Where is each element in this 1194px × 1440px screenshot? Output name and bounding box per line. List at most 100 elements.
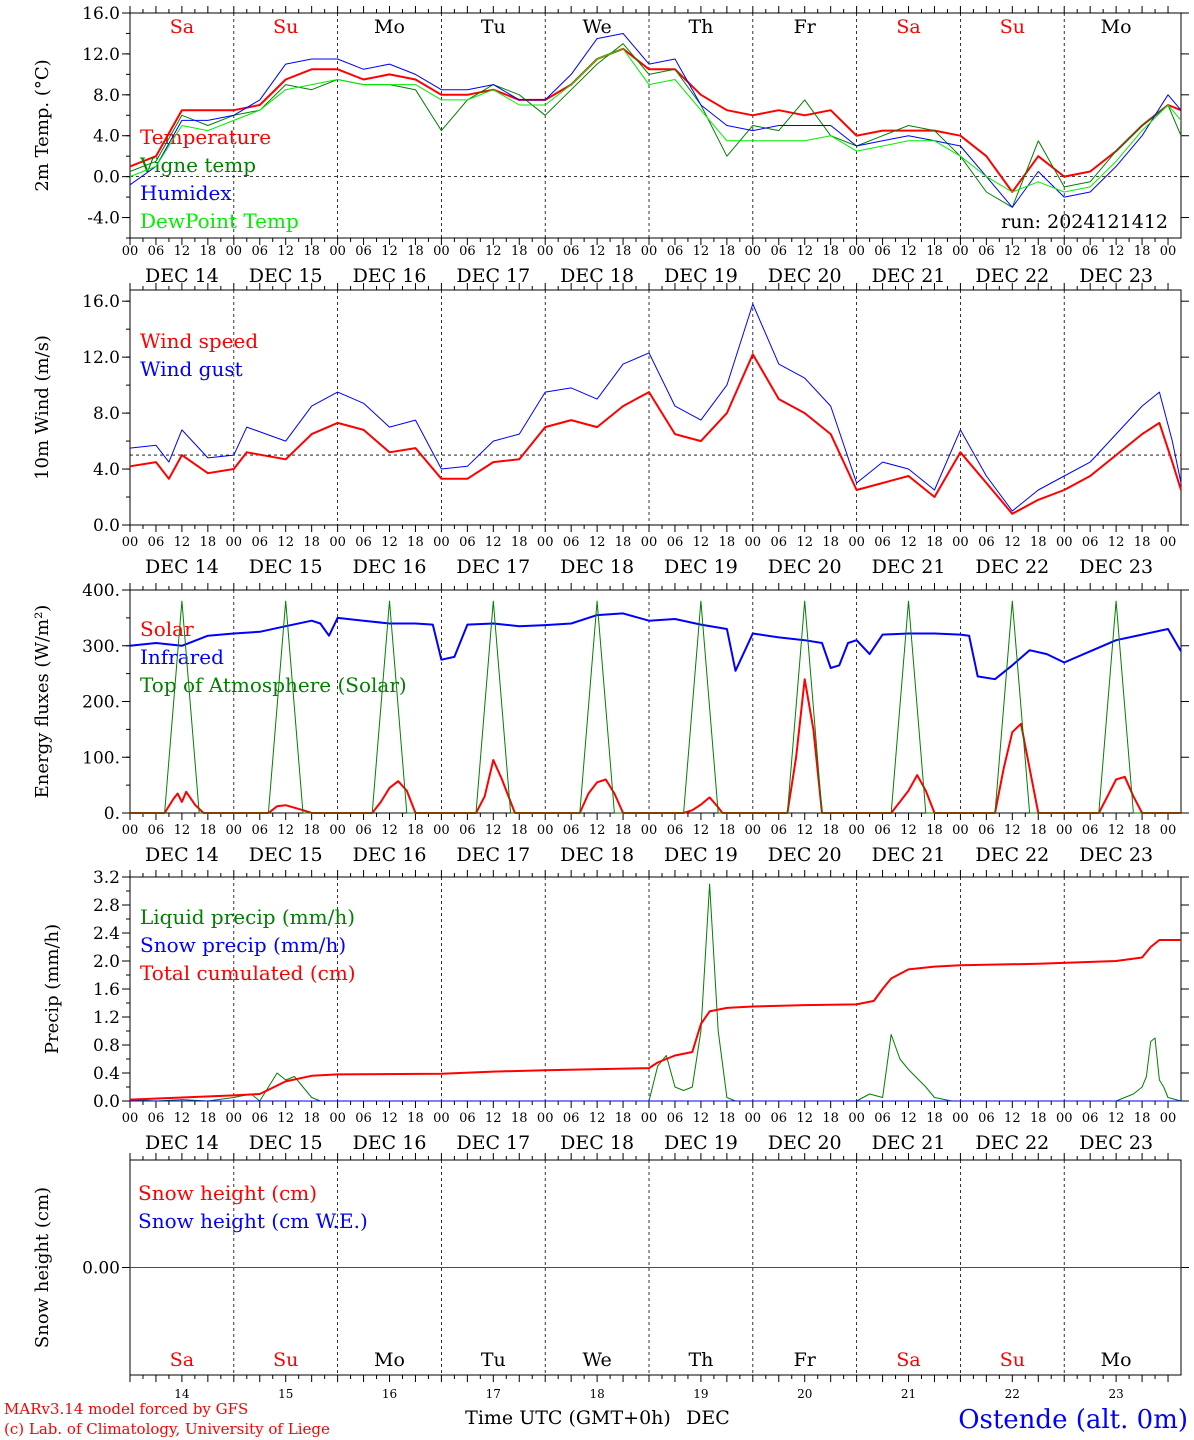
x-hour-label: 00 (745, 1111, 762, 1126)
plot-frame (129, 289, 1182, 526)
x-hour-label: 06 (148, 823, 165, 838)
x-hour-label: 18 (1030, 1111, 1047, 1126)
x-hour-label: 06 (251, 823, 268, 838)
y-tick-label: 1.6 (93, 980, 120, 1000)
x-hour-label: 18 (615, 1111, 632, 1126)
x-hour-label: 06 (874, 535, 891, 550)
x-hour-label: 00 (641, 535, 658, 550)
y-tick-label: 0.00 (82, 1259, 120, 1279)
x-hour-label: 00 (745, 244, 762, 259)
weekday-label: Tu (481, 16, 506, 38)
chart-panel-4: 0.0 0.4 0.8 1.2 1.6 2.0 2.4 2.8 3.2 Precip (mm/h)… (42, 868, 1189, 1154)
x-date-label: DEC 16 (353, 1132, 427, 1154)
day-number-label: 22 (1005, 1387, 1020, 1401)
x-hour-label: 00 (537, 1111, 554, 1126)
x-hour-label: 06 (1082, 1111, 1099, 1126)
weekday-label: Mo (374, 1349, 405, 1371)
x-date-label: DEC 18 (560, 265, 634, 287)
day-number-label: 16 (382, 1387, 397, 1401)
x-axis-title: Time UTC (GMT+0h) (465, 1407, 671, 1429)
y-tick-label: 12.0 (82, 348, 120, 368)
x-date-label: DEC 23 (1079, 1132, 1153, 1154)
x-hour-label: 06 (770, 1111, 787, 1126)
x-hour-label: 06 (770, 535, 787, 550)
weekday-label: Tu (481, 1349, 506, 1371)
x-hour-label: 18 (407, 823, 424, 838)
x-hour-label: 06 (355, 535, 372, 550)
x-hour-label: 00 (952, 1111, 969, 1126)
y-axis-label: Precip (mm/h) (42, 924, 63, 1054)
x-hour-label: 06 (355, 1111, 372, 1126)
x-hour-label: 00 (641, 823, 658, 838)
series-line-top-of-atmosphere-solar (130, 600, 1181, 814)
x-hour-label: 12 (693, 535, 710, 550)
x-hour-label: 18 (615, 823, 632, 838)
x-date-label: DEC 18 (560, 844, 634, 866)
x-hour-label: 00 (848, 823, 865, 838)
y-tick-label: 100. (82, 748, 120, 768)
x-date-label: DEC 23 (1079, 844, 1153, 866)
x-date-label: DEC 17 (456, 844, 530, 866)
weekday-label: Su (1000, 16, 1025, 38)
x-hour-label: 12 (381, 244, 398, 259)
lab-credit-line: (c) Lab. of Climatology, University of L… (4, 1420, 330, 1438)
x-hour-label: 00 (433, 244, 450, 259)
x-hour-label: 06 (459, 823, 476, 838)
x-hour-label: 00 (1056, 535, 1073, 550)
legend-entry: Snow precip (mm/h) (140, 933, 346, 957)
x-hour-label: 06 (874, 1111, 891, 1126)
series-line-wind-gust (129, 303, 1182, 512)
x-hour-label: 00 (433, 823, 450, 838)
x-date-label: DEC 23 (1079, 265, 1153, 287)
series-line-total-cumulated-cm (129, 939, 1181, 1101)
x-date-label: DEC 15 (249, 1132, 323, 1154)
x-date-label: DEC 16 (353, 265, 427, 287)
legend-entry: Liquid precip (mm/h) (140, 905, 355, 929)
day-number-label: 20 (797, 1387, 812, 1401)
legend-entry: Solar (140, 617, 194, 641)
x-hour-label: 00 (226, 244, 243, 259)
x-hour-label: 00 (745, 535, 762, 550)
x-hour-label: 18 (511, 1111, 528, 1126)
x-date-label: DEC 14 (145, 556, 219, 578)
x-hour-label: 06 (978, 535, 995, 550)
x-date-label: DEC 20 (768, 844, 842, 866)
x-hour-label: 00 (122, 244, 139, 259)
chart-panel-1: -4.0 0.0 4.0 8.0 12.0 16.0 2m Temp. (°C) Temper… (32, 4, 1189, 287)
x-date-label: DEC 22 (975, 556, 1049, 578)
x-hour-label: 18 (719, 535, 736, 550)
day-number-label: 14 (174, 1387, 190, 1401)
x-hour-label: 00 (122, 1111, 139, 1126)
x-hour-label: 00 (1160, 535, 1177, 550)
x-hour-label: 00 (329, 823, 346, 838)
y-tick-label: 12.0 (82, 45, 120, 65)
x-hour-label: 18 (303, 244, 320, 259)
x-date-label: DEC 20 (768, 265, 842, 287)
x-hour-label: 00 (1056, 1111, 1073, 1126)
x-date-label: DEC 17 (456, 265, 530, 287)
station-name: Ostende (alt. 0m) (958, 1405, 1188, 1435)
y-tick-label: 2.8 (93, 896, 120, 916)
legend-entry: Total cumulated (cm) (140, 961, 356, 985)
x-hour-label: 12 (693, 244, 710, 259)
x-hour-label: 18 (303, 1111, 320, 1126)
x-hour-label: 00 (226, 823, 243, 838)
x-hour-label: 12 (796, 823, 813, 838)
x-hour-label: 12 (381, 535, 398, 550)
day-number-label: 21 (901, 1387, 916, 1401)
x-hour-label: 12 (589, 823, 606, 838)
x-hour-label: 06 (978, 244, 995, 259)
x-hour-label: 12 (277, 535, 294, 550)
legend-entry: Snow height (cm W.E.) (138, 1209, 368, 1233)
x-hour-label: 12 (589, 1111, 606, 1126)
x-hour-label: 18 (926, 244, 943, 259)
series-line-solar (130, 678, 1181, 814)
x-hour-label: 06 (148, 535, 165, 550)
chart-panel-5: 0.00 Snow height (cm) Snow height (cm) Snow… (32, 1153, 1189, 1401)
x-hour-label: 06 (770, 823, 787, 838)
x-hour-label: 06 (667, 244, 684, 259)
model-credit-line: MARv3.14 model forced by GFS (4, 1400, 248, 1418)
x-date-label: DEC 19 (664, 556, 738, 578)
x-hour-label: 12 (589, 535, 606, 550)
weekday-label: Fr (794, 16, 817, 38)
